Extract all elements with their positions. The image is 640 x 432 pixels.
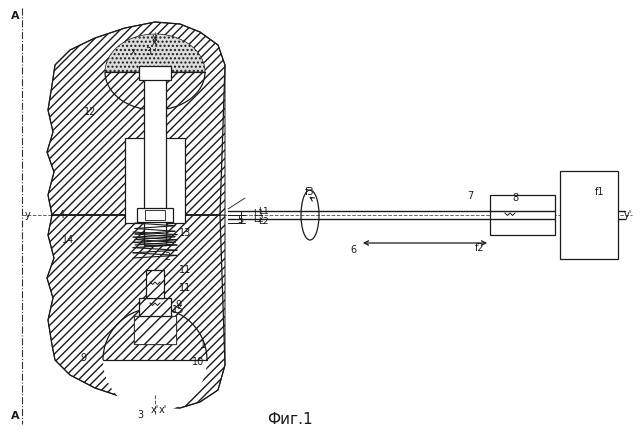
Text: 9: 9 (175, 300, 181, 310)
Bar (139, 298, 171, 316)
Text: L2: L2 (258, 217, 269, 226)
Polygon shape (103, 360, 207, 412)
Text: L1: L1 (258, 207, 269, 216)
Text: 4: 4 (59, 210, 65, 220)
Text: A: A (11, 411, 19, 421)
Polygon shape (47, 215, 225, 408)
Text: 9: 9 (80, 353, 86, 363)
Text: 10: 10 (192, 357, 204, 367)
Text: 6: 6 (350, 245, 356, 255)
Bar (125, 138, 185, 223)
Bar (137, 208, 173, 222)
Text: y: y (25, 210, 31, 220)
Text: 12: 12 (84, 107, 96, 117)
Text: f3: f3 (305, 187, 315, 197)
Text: 11: 11 (179, 265, 191, 275)
Text: x: x (131, 48, 136, 57)
Text: x: x (152, 37, 158, 47)
Bar (146, 270, 164, 298)
Bar (134, 316, 176, 344)
Bar (560, 171, 618, 259)
Bar (139, 66, 171, 80)
Text: x: x (152, 33, 158, 43)
Text: 13: 13 (179, 228, 191, 238)
Text: L1: L1 (253, 209, 264, 217)
Text: f1: f1 (595, 187, 605, 197)
Text: 3: 3 (145, 47, 151, 57)
Text: L2: L2 (253, 215, 264, 223)
Text: 15: 15 (172, 305, 184, 315)
Text: 2: 2 (164, 252, 170, 262)
Bar (145, 210, 165, 220)
Text: f2: f2 (475, 243, 485, 253)
Text: x': x' (159, 405, 167, 415)
Text: x': x' (151, 405, 159, 415)
Text: 5: 5 (237, 215, 243, 225)
Text: 8: 8 (512, 193, 518, 203)
Polygon shape (47, 22, 225, 215)
Text: 1: 1 (200, 340, 206, 350)
Text: A: A (11, 11, 19, 21)
Text: 3: 3 (137, 410, 143, 420)
Bar (490, 195, 555, 235)
Bar (134, 316, 176, 344)
Text: 11: 11 (179, 283, 191, 293)
Text: y': y' (624, 210, 632, 220)
Text: 7: 7 (467, 191, 473, 201)
Text: Фиг.1: Фиг.1 (267, 413, 313, 428)
Text: 14: 14 (62, 235, 74, 245)
Polygon shape (105, 34, 205, 72)
Bar (144, 78, 166, 245)
